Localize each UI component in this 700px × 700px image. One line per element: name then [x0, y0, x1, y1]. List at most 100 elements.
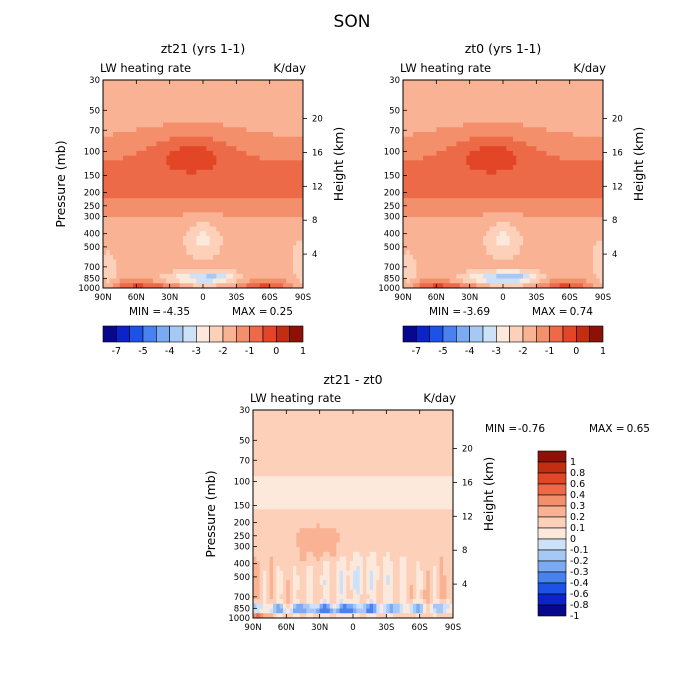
field-cell: [289, 80, 294, 86]
field-cell: [529, 94, 534, 100]
field-cell: [239, 212, 244, 218]
field-cell: [536, 141, 541, 147]
field-cell: [433, 127, 437, 133]
field-cell: [516, 136, 521, 142]
field-cell: [459, 103, 464, 109]
field-cell: [273, 250, 277, 256]
field-cell: [283, 278, 287, 284]
field-cell: [443, 221, 447, 227]
field-cell: [196, 188, 201, 194]
field-cell: [459, 236, 464, 242]
field-cell: [233, 174, 237, 180]
field-cell: [299, 132, 304, 138]
field-cell: [523, 122, 527, 128]
field-cell: [469, 254, 474, 261]
field-cell: [116, 283, 121, 289]
field-cell: [556, 236, 561, 242]
field-cell: [276, 94, 281, 100]
field-cell: [263, 174, 267, 180]
field-cell: [139, 108, 144, 114]
field-cell: [266, 207, 271, 213]
field-cell: [199, 254, 204, 261]
field-cell: [459, 231, 464, 237]
field-cell: [423, 122, 427, 128]
field-cell: [143, 98, 147, 105]
field-cell: [493, 193, 497, 199]
field-cell: [433, 146, 437, 152]
field-cell: [189, 94, 194, 100]
colorbar-swatch: [209, 325, 224, 343]
field-cell: [233, 89, 237, 95]
field-cell: [523, 127, 527, 133]
field-cell: [163, 259, 167, 265]
field-cell: [189, 113, 194, 119]
field-cell: [469, 80, 474, 86]
field-cell: [453, 80, 457, 86]
field-cell: [569, 198, 574, 204]
field-cell: [459, 207, 464, 213]
field-cell: [423, 141, 427, 147]
field-cell: [253, 165, 257, 171]
field-cell: [466, 254, 471, 261]
field-cell: [123, 132, 127, 138]
field-cell: [576, 236, 581, 242]
field-cell: [253, 132, 257, 138]
field-cell: [253, 193, 257, 199]
field-cell: [569, 207, 574, 213]
field-cell: [116, 184, 121, 190]
field-cell: [596, 226, 601, 232]
field-cell: [426, 250, 431, 256]
field-cell: [416, 231, 421, 237]
field-cell: [136, 165, 141, 171]
field-cell: [266, 269, 271, 275]
field-cell: [433, 250, 437, 256]
field-cell: [203, 80, 207, 86]
field-cell: [479, 221, 484, 227]
field-cell: [549, 179, 554, 185]
field-cell: [463, 132, 467, 138]
field-cell: [589, 188, 594, 194]
field-cell: [496, 212, 501, 218]
field-cell: [203, 264, 207, 270]
field-cell: [129, 117, 134, 123]
field-cell: [419, 155, 424, 161]
field-cell: [169, 254, 174, 261]
field-cell: [266, 122, 271, 128]
field-cell: [139, 193, 144, 199]
field-cell: [476, 198, 481, 204]
field-cell: [189, 174, 194, 180]
field-cell: [546, 188, 551, 194]
field-cell: [513, 188, 517, 194]
field-cell: [479, 132, 484, 138]
field-cell: [199, 169, 204, 175]
field-cell: [199, 221, 204, 227]
field-cell: [456, 84, 461, 90]
field-cell: [209, 240, 214, 246]
field-cell: [206, 169, 211, 175]
field-cell: [533, 117, 537, 123]
field-cell: [256, 245, 261, 251]
field-cell: [523, 236, 527, 242]
field-cell: [529, 103, 534, 109]
field-cell: [139, 259, 144, 265]
field-cell: [213, 179, 217, 185]
field-cell: [453, 217, 457, 223]
field-cell: [153, 103, 157, 109]
field-cell: [556, 122, 561, 128]
field-cell: [263, 202, 267, 209]
field-cell: [193, 240, 197, 246]
field-cell: [106, 207, 111, 213]
field-cell: [146, 202, 151, 209]
field-cell: [446, 226, 451, 232]
field-cell: [233, 212, 237, 218]
field-cell: [493, 179, 497, 185]
field-cell: [136, 193, 141, 199]
field-cell: [299, 150, 304, 157]
field-cell: [556, 184, 561, 190]
field-cell: [289, 103, 294, 109]
field-cell: [483, 127, 487, 133]
field-cell: [169, 250, 174, 256]
field-cell: [206, 94, 211, 100]
field-cell: [416, 103, 421, 109]
field-cell: [123, 169, 127, 175]
